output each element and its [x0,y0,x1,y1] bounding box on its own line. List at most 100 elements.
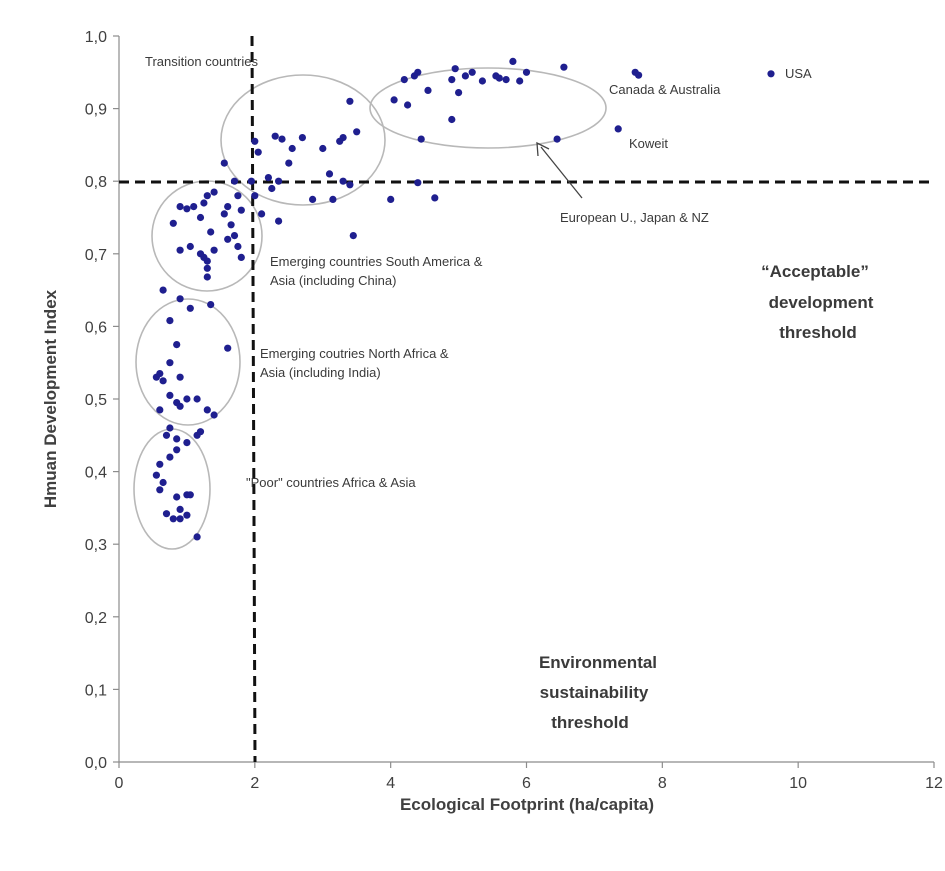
data-point [264,174,272,182]
data-point [176,295,184,303]
y-tick-label: 0,0 [85,755,107,772]
data-point [346,97,354,105]
data-point [522,68,531,76]
data-point [410,72,418,80]
ellipse-emerging-north-africa [135,298,241,426]
x-tick-label: 0 [115,775,124,792]
data-point [271,132,279,140]
data-point [448,76,456,84]
data-point [220,210,228,218]
data-point [387,195,395,203]
y-tick-label: 1,0 [85,29,107,46]
y-tick-label: 0,5 [85,392,107,409]
x-tick-label: 12 [925,775,943,792]
label-usa: USA [785,66,812,81]
data-point [173,493,181,501]
data-point [298,134,306,142]
data-point [339,177,347,185]
y-tick-label: 0,8 [85,174,107,191]
data-point [560,63,568,71]
label-emerging-south-america-1: Emerging countries South America & [270,254,483,269]
data-point [169,219,177,227]
data-point [200,199,208,207]
data-point [207,228,215,236]
data-point [210,188,218,196]
label-koweit: Koweit [629,136,668,151]
ellipse-transition [220,74,386,206]
data-point [186,491,194,499]
data-point [468,68,476,76]
data-point [275,217,283,225]
data-point [495,74,503,82]
data-point [183,511,191,519]
data-point [224,203,232,211]
data-point [159,377,167,385]
label-environmental-3: threshold [551,713,628,732]
data-point [424,86,432,94]
data-point [247,177,255,185]
data-point [176,246,184,254]
data-point [156,406,164,414]
data-point [234,192,242,200]
data-point [203,273,211,281]
data-points [152,57,775,541]
data-point [176,505,184,513]
data-point [166,317,174,325]
data-point [156,486,164,494]
y-tick-label: 0,6 [85,319,107,336]
label-transition-countries: Transition countries [145,54,258,69]
data-point [183,439,191,447]
y-tick-label: 0,3 [85,537,107,554]
data-point [152,471,160,479]
x-tick-label: 10 [789,775,807,792]
data-point [516,77,524,85]
data-point [224,235,232,243]
data-point [234,242,242,251]
label-european-japan-nz: European U., Japan & NZ [560,210,709,225]
data-point [196,213,205,222]
data-point [353,128,361,136]
data-point [196,428,205,436]
data-point [461,72,469,80]
data-point [288,144,296,153]
data-point [166,424,174,432]
data-point [156,370,164,378]
data-point [224,344,232,352]
data-point [237,253,245,261]
label-emerging-south-america-2: Asia (including China) [270,273,396,288]
data-point [478,77,486,85]
data-point [278,135,286,143]
data-point [186,304,194,312]
y-axis-title: Hmuan Development Index [41,289,60,508]
data-point [230,177,239,185]
data-point [166,453,174,461]
data-point [183,395,191,403]
data-point [349,232,357,240]
data-point [166,359,174,367]
data-point [203,406,211,414]
y-tick-label: 0,1 [85,682,107,699]
data-point [173,341,181,349]
data-point [203,192,211,200]
label-emerging-north-africa-2: Asia (including India) [260,365,381,380]
label-environmental-1: Environmental [539,653,657,672]
eu-arrow-line [540,146,583,199]
label-environmental-2: sustainability [540,683,649,702]
data-point [268,184,276,193]
data-point [176,203,184,211]
label-canada-australia: Canada & Australia [609,82,721,97]
data-point [404,101,412,109]
data-point [251,137,259,145]
data-point [237,206,245,214]
data-point [173,435,181,443]
data-point [251,192,259,200]
data-point [159,286,167,294]
data-point [210,246,218,254]
data-point [319,144,327,153]
data-point [169,515,177,523]
data-point [210,411,218,419]
x-axis-title: Ecological Footprint (ha/capita) [400,795,654,814]
data-point [176,402,184,410]
